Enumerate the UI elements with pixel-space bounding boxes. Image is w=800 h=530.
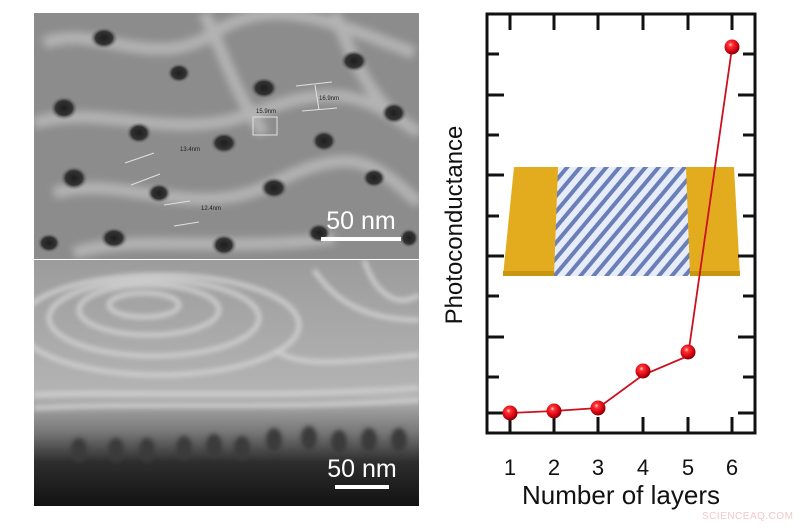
data-point xyxy=(680,344,696,360)
sem-texture-top xyxy=(34,13,419,259)
y-ticks xyxy=(487,52,755,415)
scale-bar-top: 50 nm xyxy=(312,209,410,241)
scale-bar-line xyxy=(335,485,389,489)
x-ticks xyxy=(508,14,734,433)
scale-bar-bottom: 50 nm xyxy=(316,457,408,489)
measurement-markers xyxy=(124,81,338,227)
x-tick-label: 6 xyxy=(725,455,739,480)
watermark: SCIENCEAQ.COM xyxy=(702,511,794,522)
data-point xyxy=(724,39,740,55)
data-point xyxy=(546,403,562,419)
x-tick-label: 4 xyxy=(636,455,650,480)
sem-image-top-view: 16.9nm 15.9nm 13.4nm 12.4nm 50 nm xyxy=(34,13,419,259)
data-point xyxy=(502,405,518,421)
sem-texture-bottom xyxy=(34,260,419,506)
measurement-label: 12.4nm xyxy=(201,206,222,212)
x-tick-label: 3 xyxy=(591,455,605,480)
measurement-label: 15.9nm xyxy=(256,109,277,115)
sem-image-cross-section: 50 nm xyxy=(34,260,419,506)
device-inset xyxy=(503,167,740,276)
scale-bar-line xyxy=(321,237,401,241)
plot-frame xyxy=(485,12,757,435)
x-axis-label: Number of layers xyxy=(522,480,720,510)
x-tick-label: 5 xyxy=(681,455,695,480)
data-point xyxy=(635,363,651,379)
x-tick-label: 1 xyxy=(503,455,517,480)
data-points xyxy=(502,39,740,421)
scale-bar-label: 50 nm xyxy=(326,207,396,235)
measurement-label: 16.9nm xyxy=(319,96,340,102)
scale-bar-label: 50 nm xyxy=(327,455,397,483)
data-point xyxy=(590,400,606,416)
x-tick-label: 2 xyxy=(547,455,561,480)
measurement-label: 13.4nm xyxy=(180,147,201,153)
